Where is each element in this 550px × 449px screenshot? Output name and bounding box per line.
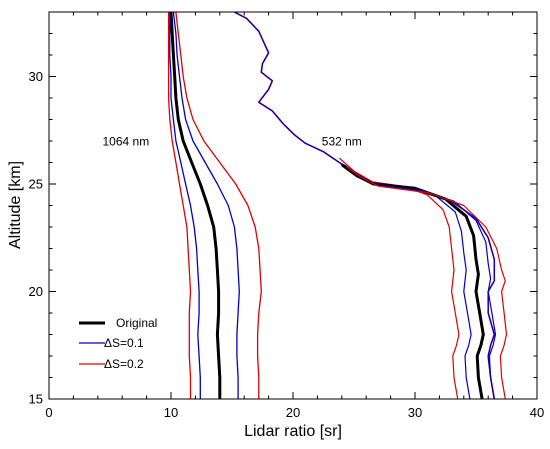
y-tick-label: 20 xyxy=(29,284,43,299)
series-line-8 xyxy=(339,162,472,399)
series-line-3 xyxy=(167,12,192,399)
annotation-1064nm: 1064 nm xyxy=(103,134,150,148)
x-tick-label: 20 xyxy=(286,405,300,420)
y-tick-label: 15 xyxy=(29,392,43,407)
series-line-1 xyxy=(169,12,201,399)
x-tick-label: 40 xyxy=(530,405,544,420)
x-axis-title: Lidar ratio [sr] xyxy=(244,423,342,440)
y-axis-title: Altitude [km] xyxy=(7,161,24,249)
legend: Original ΔS=0.1 ΔS=0.2 xyxy=(79,316,157,371)
series-line-2 xyxy=(172,12,240,399)
y-tick-label: 30 xyxy=(29,69,43,84)
x-tick-label: 0 xyxy=(45,405,52,420)
series-line-7 xyxy=(339,157,460,399)
ticks-layer: 0 10 20 30 40 15 20 25 30 xyxy=(29,11,544,420)
x-tick-label: 30 xyxy=(408,405,422,420)
legend-label-original: Original xyxy=(116,316,157,330)
legend-label-ds02: ΔS=0.2 xyxy=(104,357,144,371)
series-line-9 xyxy=(340,163,485,399)
series-line-10 xyxy=(343,164,497,399)
series-line-11 xyxy=(346,166,508,399)
legend-label-ds01: ΔS=0.1 xyxy=(104,336,144,350)
annotation-532nm: 532 nm xyxy=(322,134,362,148)
x-tick-label: 10 xyxy=(164,405,178,420)
series-line-0 xyxy=(169,12,222,399)
series-line-4 xyxy=(175,12,262,399)
y-tick-label: 25 xyxy=(29,177,43,192)
series-layer xyxy=(167,12,508,399)
